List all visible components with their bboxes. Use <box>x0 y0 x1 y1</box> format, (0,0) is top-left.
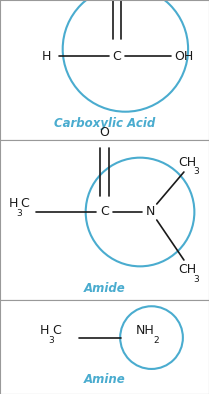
Text: 2: 2 <box>154 336 159 345</box>
Text: H: H <box>41 50 51 63</box>
Text: Amide: Amide <box>84 282 125 295</box>
Text: Carboxylic Acid: Carboxylic Acid <box>54 117 155 130</box>
Text: H: H <box>40 323 50 336</box>
Text: OH: OH <box>174 50 194 63</box>
Text: C: C <box>113 50 121 63</box>
Text: C: C <box>20 197 29 210</box>
Text: C: C <box>52 323 61 336</box>
Text: Amine: Amine <box>84 374 125 387</box>
Text: 3: 3 <box>193 275 199 284</box>
Text: CH: CH <box>178 156 196 169</box>
Text: 3: 3 <box>17 209 22 218</box>
Text: N: N <box>146 206 155 219</box>
Text: 3: 3 <box>193 167 199 177</box>
Text: H: H <box>9 197 18 210</box>
Text: CH: CH <box>178 263 196 276</box>
Text: NH: NH <box>136 323 155 336</box>
Text: 3: 3 <box>48 336 54 345</box>
Text: C: C <box>100 206 109 219</box>
Text: O: O <box>99 126 110 139</box>
